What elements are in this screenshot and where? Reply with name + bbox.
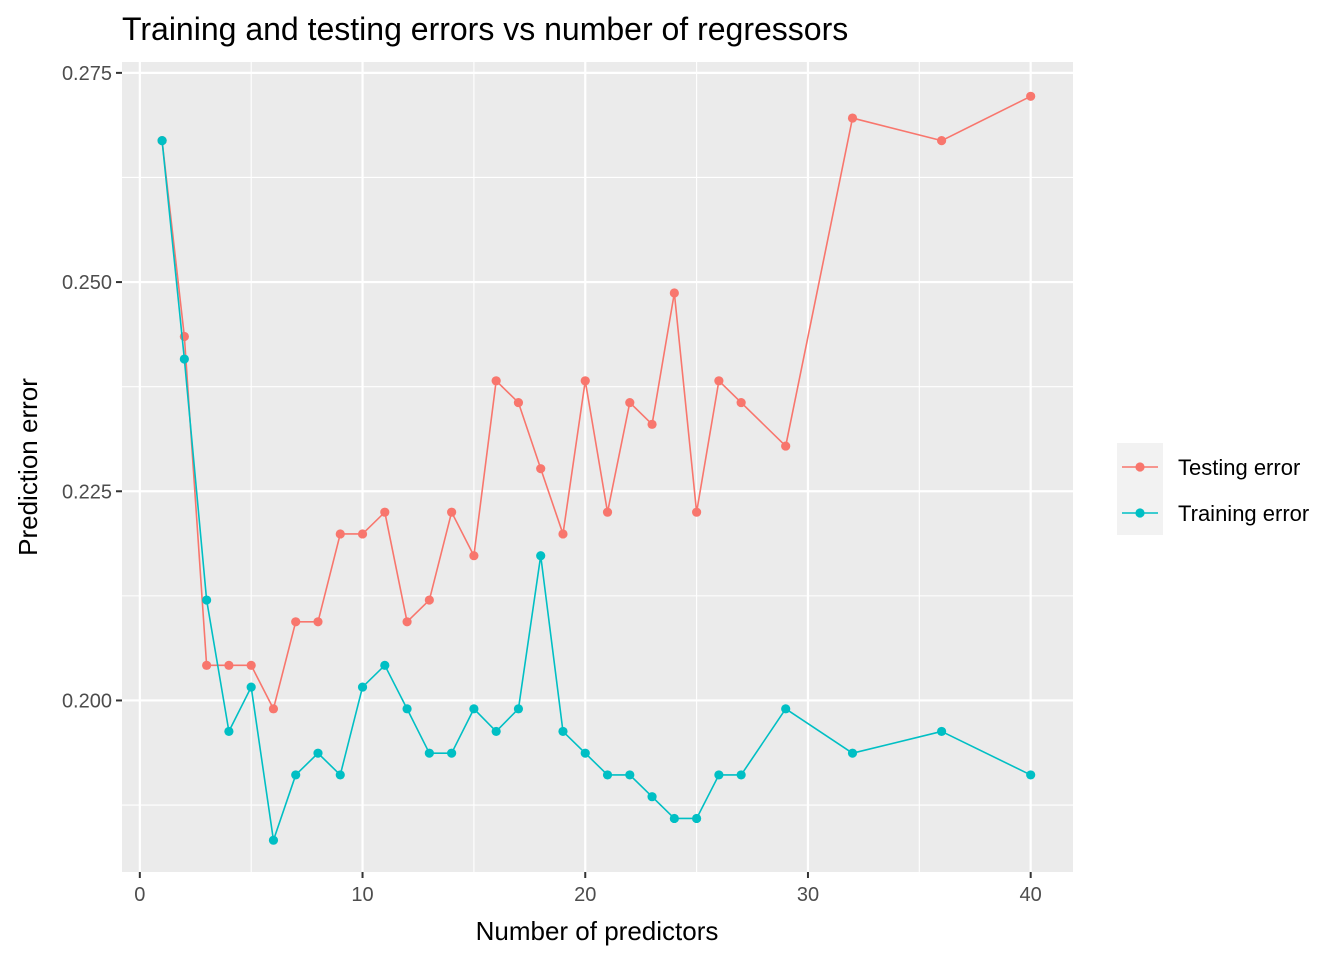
data-point-testing-error bbox=[647, 419, 657, 429]
data-point-training-error bbox=[179, 354, 189, 364]
data-point-training-error bbox=[936, 726, 947, 737]
data-point-training-error bbox=[246, 682, 256, 692]
y-tick-label: 0.200 bbox=[62, 690, 112, 712]
data-point-training-error bbox=[291, 770, 301, 780]
data-point-training-error bbox=[424, 748, 434, 758]
data-point-training-error bbox=[736, 770, 746, 780]
data-point-testing-error bbox=[513, 397, 524, 408]
data-point-training-error bbox=[313, 748, 323, 758]
x-tick-label: 30 bbox=[797, 884, 819, 906]
data-point-testing-error bbox=[669, 288, 679, 298]
data-point-testing-error bbox=[291, 617, 301, 627]
data-point-training-error bbox=[781, 704, 791, 714]
data-point-testing-error bbox=[447, 507, 457, 517]
data-point-training-error bbox=[202, 595, 212, 605]
data-point-testing-error bbox=[335, 529, 345, 539]
y-tick-label: 0.250 bbox=[62, 272, 112, 294]
data-point-training-error bbox=[380, 660, 390, 670]
x-tick-label: 10 bbox=[351, 884, 373, 906]
data-point-testing-error bbox=[714, 376, 724, 386]
data-point-training-error bbox=[469, 704, 479, 714]
data-point-training-error bbox=[602, 770, 613, 780]
data-point-training-error bbox=[692, 813, 702, 824]
data-point-testing-error bbox=[380, 507, 390, 517]
x-tick-label: 20 bbox=[574, 884, 596, 906]
minor-gridlines bbox=[122, 62, 1073, 872]
data-point-training-error bbox=[580, 748, 590, 758]
data-point-testing-error bbox=[268, 704, 279, 714]
data-point-testing-error bbox=[847, 113, 858, 123]
data-point-training-error bbox=[847, 748, 858, 758]
data-point-testing-error bbox=[202, 660, 212, 670]
data-point-training-error bbox=[335, 770, 345, 780]
data-point-training-error bbox=[447, 748, 457, 758]
data-point-training-error bbox=[491, 726, 501, 737]
legend-label-training-error: Training error bbox=[1178, 501, 1309, 526]
data-point-training-error bbox=[536, 551, 546, 561]
x-axis-title: Number of predictors bbox=[476, 916, 719, 946]
data-point-testing-error bbox=[580, 376, 590, 386]
legend-key-point-training-error bbox=[1135, 508, 1145, 518]
data-point-training-error bbox=[268, 835, 279, 845]
data-point-testing-error bbox=[224, 660, 234, 670]
data-point-testing-error bbox=[491, 376, 501, 386]
data-point-training-error bbox=[625, 770, 635, 780]
y-axis-title: Prediction error bbox=[13, 378, 43, 556]
data-point-training-error bbox=[669, 813, 679, 824]
data-point-testing-error bbox=[469, 551, 479, 561]
x-tick-label: 40 bbox=[1020, 884, 1042, 906]
data-point-testing-error bbox=[602, 507, 613, 517]
data-point-training-error bbox=[714, 770, 724, 780]
data-point-testing-error bbox=[357, 529, 368, 539]
data-point-testing-error bbox=[536, 464, 546, 474]
data-point-training-error bbox=[402, 704, 412, 714]
data-point-training-error bbox=[1026, 770, 1036, 780]
data-point-training-error bbox=[224, 726, 234, 737]
data-point-testing-error bbox=[692, 507, 702, 517]
data-point-testing-error bbox=[424, 595, 434, 605]
data-point-testing-error bbox=[313, 617, 323, 627]
data-point-testing-error bbox=[558, 529, 568, 539]
data-point-training-error bbox=[157, 136, 167, 146]
data-point-training-error bbox=[647, 792, 657, 802]
x-axis: 0 10 20 30 40 bbox=[134, 872, 1042, 906]
data-point-testing-error bbox=[402, 617, 412, 627]
legend: Testing error Training error bbox=[1117, 443, 1309, 535]
data-point-testing-error bbox=[625, 397, 635, 408]
data-point-testing-error bbox=[936, 136, 947, 146]
plot-panel bbox=[122, 62, 1073, 872]
y-tick-label: 0.225 bbox=[62, 481, 112, 503]
x-tick-label: 0 bbox=[134, 884, 145, 906]
data-point-testing-error bbox=[1026, 91, 1036, 101]
data-point-training-error bbox=[513, 704, 524, 714]
legend-key-background bbox=[1117, 443, 1163, 535]
data-point-testing-error bbox=[781, 441, 791, 451]
data-point-testing-error bbox=[736, 397, 746, 408]
y-tick-label: 0.275 bbox=[62, 63, 112, 85]
data-point-training-error bbox=[357, 682, 368, 692]
series-layer bbox=[157, 91, 1036, 845]
data-point-testing-error bbox=[246, 660, 256, 670]
y-axis: 0.200 0.225 0.250 0.275 bbox=[62, 63, 122, 712]
legend-key-point-testing-error bbox=[1135, 462, 1145, 472]
major-gridlines bbox=[122, 62, 1073, 872]
chart-title: Training and testing errors vs number of… bbox=[122, 11, 848, 47]
legend-label-testing-error: Testing error bbox=[1178, 455, 1300, 480]
data-point-training-error bbox=[558, 726, 568, 737]
